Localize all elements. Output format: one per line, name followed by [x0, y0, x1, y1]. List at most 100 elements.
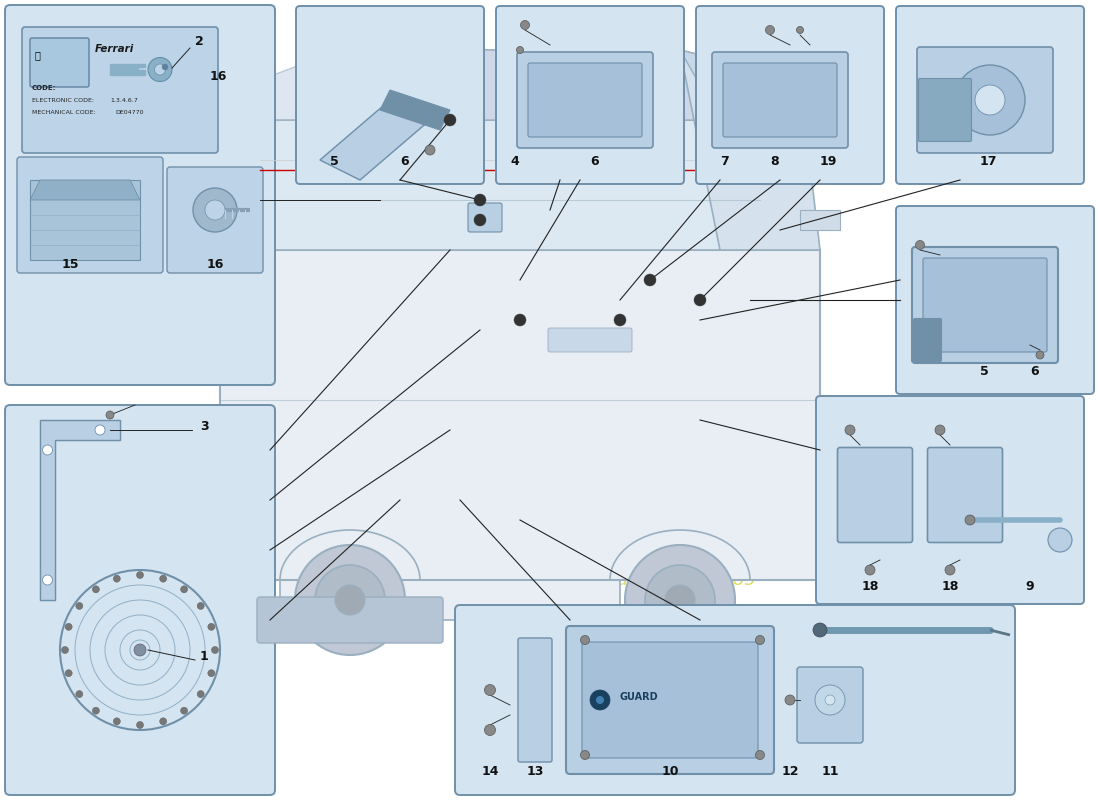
- FancyBboxPatch shape: [896, 206, 1094, 394]
- Circle shape: [614, 314, 626, 326]
- FancyBboxPatch shape: [816, 396, 1084, 604]
- FancyBboxPatch shape: [927, 447, 1002, 542]
- Circle shape: [516, 316, 524, 324]
- Circle shape: [1036, 351, 1044, 359]
- Text: 11: 11: [822, 765, 838, 778]
- Circle shape: [425, 145, 435, 155]
- Text: GUARD: GUARD: [620, 692, 659, 702]
- FancyBboxPatch shape: [6, 405, 275, 795]
- FancyBboxPatch shape: [6, 5, 275, 385]
- Polygon shape: [680, 50, 800, 120]
- Text: Ferrari: Ferrari: [95, 44, 134, 54]
- Circle shape: [581, 635, 590, 645]
- Text: 16: 16: [210, 70, 228, 83]
- Text: CODE:: CODE:: [32, 85, 56, 91]
- Circle shape: [581, 750, 590, 759]
- FancyBboxPatch shape: [712, 52, 848, 148]
- FancyBboxPatch shape: [917, 47, 1053, 153]
- Circle shape: [825, 695, 835, 705]
- Circle shape: [474, 214, 486, 226]
- Circle shape: [76, 690, 82, 698]
- Circle shape: [62, 646, 68, 654]
- Circle shape: [160, 718, 167, 725]
- Polygon shape: [300, 50, 720, 120]
- Circle shape: [197, 690, 205, 698]
- Circle shape: [796, 26, 803, 34]
- Circle shape: [756, 635, 764, 645]
- Circle shape: [208, 623, 214, 630]
- Circle shape: [106, 411, 114, 419]
- FancyBboxPatch shape: [548, 328, 632, 352]
- Circle shape: [65, 670, 73, 677]
- Text: 🐴: 🐴: [35, 50, 41, 60]
- Circle shape: [484, 685, 495, 695]
- Circle shape: [915, 241, 924, 250]
- FancyBboxPatch shape: [16, 157, 163, 273]
- Circle shape: [180, 707, 188, 714]
- Circle shape: [315, 565, 385, 635]
- Circle shape: [154, 64, 165, 75]
- Text: 5: 5: [980, 365, 989, 378]
- Circle shape: [476, 216, 484, 224]
- Polygon shape: [40, 420, 120, 600]
- Text: 18: 18: [861, 580, 879, 593]
- Text: MECHANICAL CODE:: MECHANICAL CODE:: [32, 110, 96, 115]
- FancyBboxPatch shape: [296, 6, 484, 184]
- FancyBboxPatch shape: [30, 38, 89, 87]
- Polygon shape: [260, 50, 340, 120]
- Text: a passion for parts since 1985: a passion for parts since 1985: [484, 571, 756, 589]
- Text: 14: 14: [482, 765, 498, 778]
- Circle shape: [160, 575, 167, 582]
- Polygon shape: [379, 90, 450, 130]
- Circle shape: [208, 670, 214, 677]
- Circle shape: [935, 425, 945, 435]
- FancyBboxPatch shape: [696, 6, 884, 184]
- Text: 4: 4: [510, 155, 519, 168]
- Text: DE04770: DE04770: [116, 110, 143, 115]
- Polygon shape: [800, 210, 840, 230]
- FancyBboxPatch shape: [837, 447, 913, 542]
- Circle shape: [211, 646, 219, 654]
- Polygon shape: [220, 250, 819, 580]
- Circle shape: [645, 565, 715, 635]
- Circle shape: [865, 565, 874, 575]
- Circle shape: [815, 685, 845, 715]
- FancyBboxPatch shape: [528, 63, 642, 137]
- Text: 8: 8: [770, 155, 779, 168]
- Text: 5: 5: [330, 155, 339, 168]
- Text: 1: 1: [200, 650, 209, 663]
- Text: 6: 6: [1030, 365, 1038, 378]
- Circle shape: [336, 585, 365, 615]
- FancyBboxPatch shape: [468, 203, 502, 232]
- Circle shape: [76, 602, 82, 610]
- Text: Eurospares: Eurospares: [436, 351, 804, 409]
- FancyBboxPatch shape: [912, 247, 1058, 363]
- Circle shape: [134, 644, 146, 656]
- Circle shape: [756, 750, 764, 759]
- Text: 6: 6: [400, 155, 408, 168]
- Circle shape: [766, 26, 774, 34]
- FancyBboxPatch shape: [167, 167, 263, 273]
- Text: 7: 7: [720, 155, 728, 168]
- Circle shape: [517, 46, 524, 54]
- Circle shape: [113, 718, 120, 725]
- Polygon shape: [300, 50, 720, 120]
- Text: 10: 10: [661, 765, 679, 778]
- Circle shape: [113, 575, 120, 582]
- Circle shape: [520, 21, 529, 30]
- Circle shape: [955, 65, 1025, 135]
- Circle shape: [666, 585, 695, 615]
- Text: ELECTRONIC CODE:: ELECTRONIC CODE:: [32, 98, 94, 103]
- Text: 15: 15: [62, 258, 79, 271]
- Circle shape: [975, 85, 1005, 115]
- Circle shape: [148, 58, 172, 82]
- FancyBboxPatch shape: [496, 6, 684, 184]
- Circle shape: [444, 114, 456, 126]
- Circle shape: [514, 314, 526, 326]
- Text: 2: 2: [195, 35, 204, 48]
- Text: 3: 3: [200, 420, 209, 433]
- Text: 18: 18: [942, 580, 959, 593]
- Polygon shape: [220, 120, 819, 250]
- FancyBboxPatch shape: [257, 597, 443, 643]
- Circle shape: [785, 695, 795, 705]
